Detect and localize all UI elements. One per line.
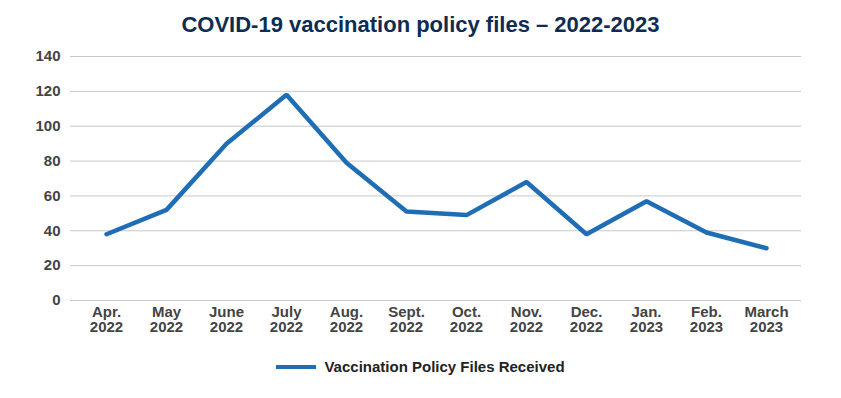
svg-text:Nov.2022: Nov.2022 xyxy=(510,303,543,335)
svg-text:Oct.2022: Oct.2022 xyxy=(450,303,483,335)
svg-text:80: 80 xyxy=(44,152,61,169)
html-text:COVID-19 vaccination policy fi: COVID-19 vaccination policy files – 2022… xyxy=(181,12,660,37)
svg-text:Sept.2022: Sept.2022 xyxy=(388,303,425,335)
svg-text:140: 140 xyxy=(35,48,60,64)
svg-text:June2022: June2022 xyxy=(209,303,244,335)
svg-text:Aug.2022: Aug.2022 xyxy=(330,303,363,335)
svg-text:120: 120 xyxy=(35,82,60,99)
svg-text:Apr.2022: Apr.2022 xyxy=(90,303,123,335)
svg-text:Dec.2022: Dec.2022 xyxy=(570,303,603,335)
svg-text:60: 60 xyxy=(44,187,61,204)
svg-text:40: 40 xyxy=(44,222,61,239)
svg-text:March2023: March2023 xyxy=(744,303,788,335)
svg-text:May2022: May2022 xyxy=(150,303,183,335)
svg-text:100: 100 xyxy=(35,117,60,134)
html-text:Vaccination Policy Files Recei: Vaccination Policy Files Received xyxy=(324,358,565,375)
svg-text:0: 0 xyxy=(52,291,60,308)
svg-text:July2022: July2022 xyxy=(270,303,303,335)
svg-text:20: 20 xyxy=(44,256,61,273)
svg-text:Feb.2023: Feb.2023 xyxy=(690,303,723,335)
svg-text:Jan.2023: Jan.2023 xyxy=(630,303,663,335)
